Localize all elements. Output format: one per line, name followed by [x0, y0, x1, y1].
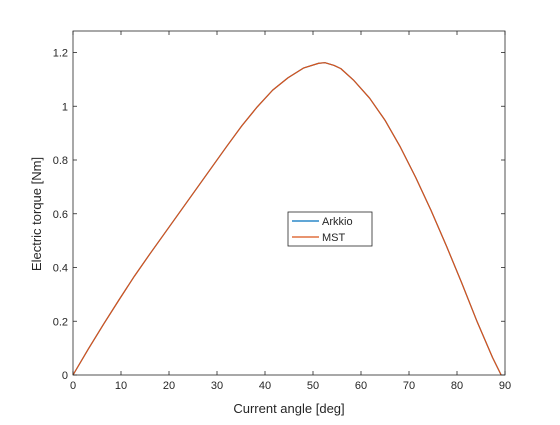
legend-label-arkkio: Arkkio — [322, 216, 353, 228]
legend: Arkkio MST — [287, 211, 373, 247]
y-axis-label: Electric torque [Nm] — [29, 157, 44, 271]
y-tick-label: 1.2 — [53, 48, 68, 60]
x-tick-label: 60 — [355, 380, 367, 392]
y-tick-label: 0.8 — [53, 155, 68, 167]
y-tick-label: 0.4 — [53, 263, 68, 275]
y-tick-label: 0 — [62, 370, 68, 382]
x-tick-label: 0 — [70, 380, 76, 392]
plot-area — [72, 31, 505, 376]
y-tick-label: 1 — [62, 101, 68, 113]
legend-box — [287, 211, 373, 247]
axes-box — [72, 30, 506, 376]
x-axis-label: Current angle [deg] — [233, 401, 344, 416]
x-tick-label: 50 — [307, 380, 319, 392]
series-line-mst — [72, 62, 502, 376]
x-tick-label: 30 — [211, 380, 223, 392]
plot-background — [73, 31, 505, 375]
axes: 0 10 20 30 40 50 60 70 80 90 0 0.2 0.4 0.6 0.8 1 1.2 — [53, 30, 511, 392]
y-tick-label: 0.6 — [53, 209, 68, 221]
x-tick-label: 40 — [259, 380, 271, 392]
x-tick-label: 90 — [499, 380, 511, 392]
y-tick-label: 0.2 — [53, 316, 68, 328]
x-tick-label: 10 — [115, 380, 127, 392]
x-tick-label: 80 — [451, 380, 463, 392]
legend-label-mst: MST — [322, 232, 346, 244]
x-tick-label: 70 — [403, 380, 415, 392]
x-tick-label: 20 — [163, 380, 175, 392]
